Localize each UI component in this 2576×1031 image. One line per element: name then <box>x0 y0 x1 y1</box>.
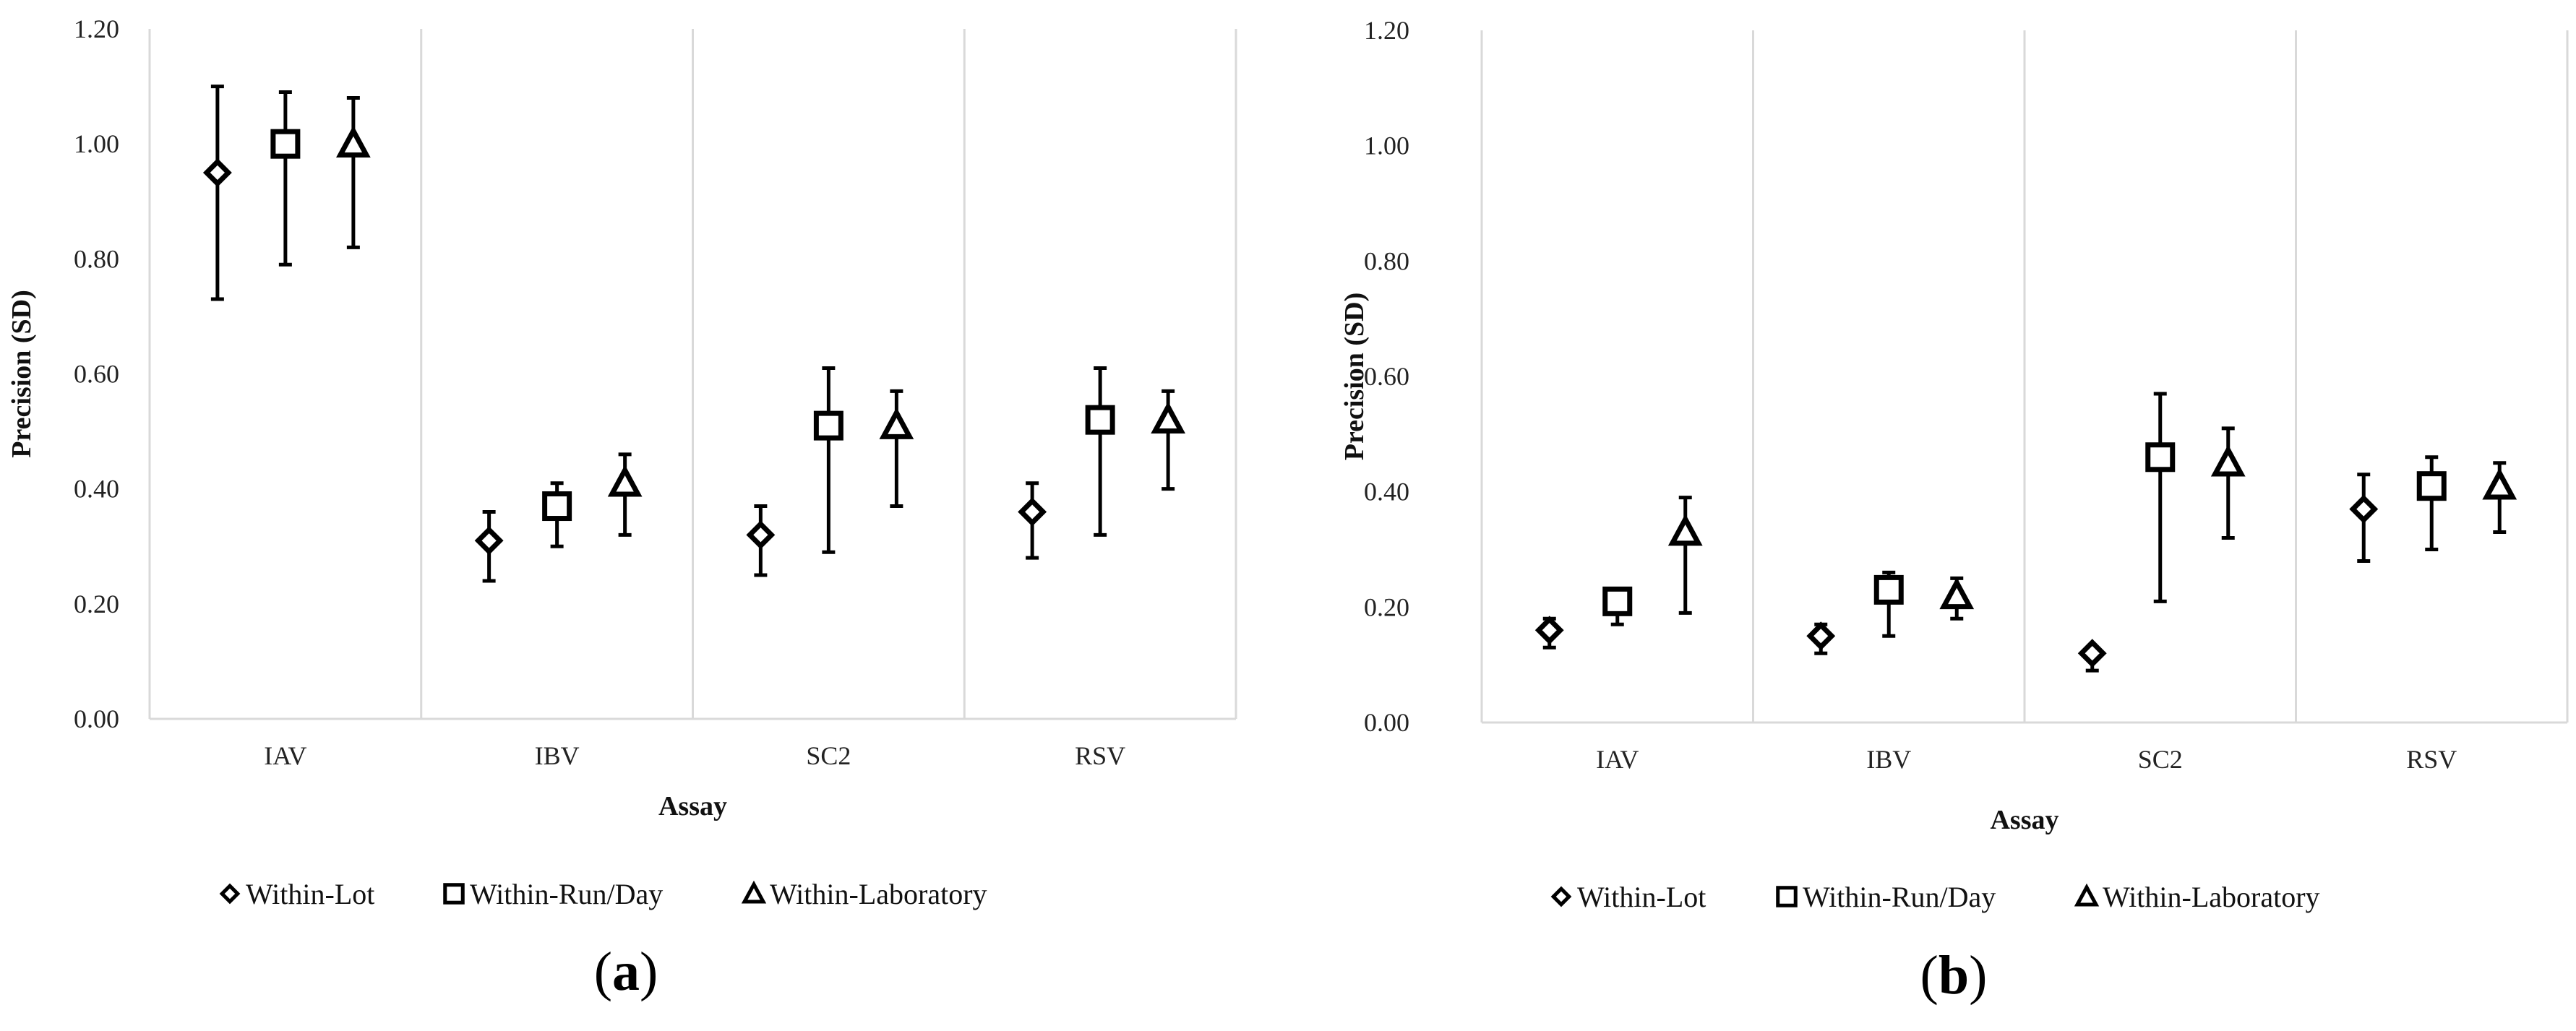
panel-label-open: ( <box>594 941 612 1002</box>
legend-label: Within-Lot <box>246 878 374 910</box>
data-point-triangle <box>336 125 371 158</box>
legend-marker-diamond <box>219 883 241 905</box>
data-point-diamond <box>2349 494 2379 524</box>
legend-marker-triangle <box>741 880 767 904</box>
data-point-square <box>2416 471 2447 501</box>
data-point-triangle <box>1151 401 1185 433</box>
data-point-square <box>2145 442 2176 473</box>
panel-label-letter: b <box>1939 945 1969 1006</box>
y-tick-label: 1.20 <box>1364 16 1409 45</box>
y-axis-label: Precision (SD) <box>1339 293 1370 461</box>
data-point-square <box>270 129 301 159</box>
x-tick-label: IAV <box>264 741 306 770</box>
legend-marker-diamond <box>1550 886 1572 907</box>
legend-label: Within-Run/Day <box>470 878 663 910</box>
data-point-triangle <box>1667 514 1703 546</box>
x-tick-label: RSV <box>1075 741 1125 770</box>
legend-label: Within-Lot <box>1577 881 1706 913</box>
x-tick-label: IBV <box>1866 745 1911 774</box>
data-point-diamond <box>474 526 504 556</box>
legend-label: Within-Laboratory <box>770 878 987 910</box>
data-point-diamond <box>2077 639 2107 668</box>
data-point-diamond <box>746 520 776 550</box>
x-axis-label: Assay <box>1990 805 2058 835</box>
y-tick-label: 1.20 <box>74 14 119 43</box>
y-tick-label: 0.00 <box>74 704 119 733</box>
chart-panel-a: 0.00 0.20 0.40 0.60 0.80 1.00 1.20 Precision (S… <box>7 14 1237 1002</box>
data-point-triangle <box>2210 444 2246 477</box>
y-tick-label: 1.00 <box>1364 131 1409 160</box>
data-point-square <box>1873 574 1904 605</box>
data-point-square <box>813 410 843 441</box>
y-tick-label: 0.60 <box>1364 362 1409 391</box>
data-point-triangle <box>2482 467 2517 500</box>
data-point-triangle <box>1939 577 1975 610</box>
legend-label: Within-Laboratory <box>2103 881 2320 913</box>
data-point-diamond <box>1018 497 1047 527</box>
y-tick-label: 0.00 <box>1364 708 1409 737</box>
panel-label-close: ) <box>1969 945 1987 1006</box>
panel-label: (b) <box>1920 945 1988 1006</box>
legend-marker-triangle <box>2074 883 2100 907</box>
legend-marker-square <box>443 883 465 905</box>
chart-panel-b: 0.00 0.20 0.40 0.60 0.80 1.00 1.20 Precision (S… <box>1339 16 2569 1006</box>
data-point-triangle <box>607 465 643 497</box>
y-tick-label: 0.20 <box>74 590 119 618</box>
x-tick-label: IBV <box>535 741 580 770</box>
x-tick-label: SC2 <box>2138 745 2183 774</box>
panel-label-letter: a <box>612 941 640 1002</box>
y-tick-label: 0.20 <box>1364 592 1409 621</box>
y-tick-label: 0.80 <box>1364 246 1409 275</box>
legend-marker-square <box>1776 886 1798 907</box>
data-point-diamond <box>202 158 232 187</box>
data-point-triangle <box>879 407 914 439</box>
y-tick-label: 0.40 <box>1364 478 1409 506</box>
legend-label: Within-Run/Day <box>1803 881 1996 913</box>
x-tick-label: IAV <box>1596 745 1639 774</box>
x-axis-label: Assay <box>658 791 727 821</box>
x-tick-label: SC2 <box>806 741 851 770</box>
x-tick-label: RSV <box>2406 745 2457 774</box>
panel-label: (a) <box>594 941 658 1002</box>
panel-label-close: ) <box>640 941 658 1002</box>
data-point-square <box>542 491 572 522</box>
y-tick-label: 0.80 <box>74 244 119 273</box>
data-point-square <box>1085 405 1115 435</box>
data-point-square <box>1602 586 1633 616</box>
data-point-diamond <box>1534 616 1564 645</box>
data-point-diamond <box>1806 621 1836 651</box>
y-axis-label: Precision (SD) <box>7 290 37 458</box>
y-tick-label: 1.00 <box>74 129 119 158</box>
y-tick-label: 0.40 <box>74 475 119 504</box>
panel-label-open: ( <box>1920 945 1939 1006</box>
y-tick-label: 0.60 <box>74 360 119 389</box>
